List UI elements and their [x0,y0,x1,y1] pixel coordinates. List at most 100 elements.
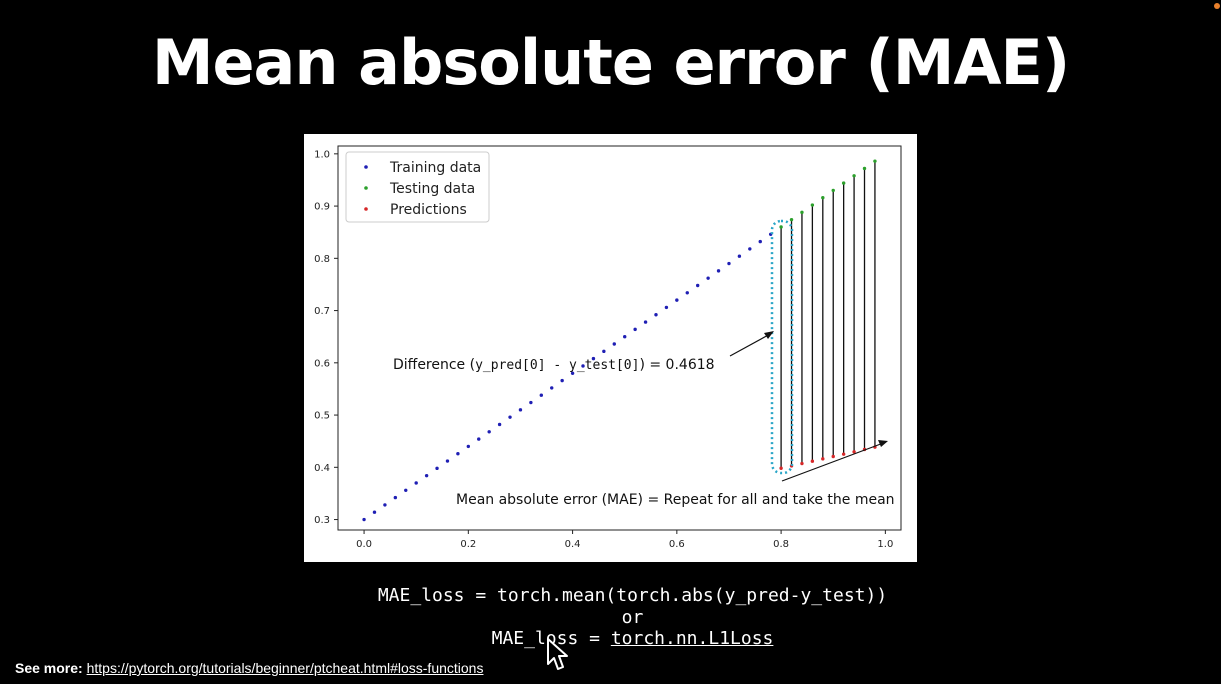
first-test-highlight [770,219,794,475]
x-tick-label: 0.4 [565,539,581,550]
code-mae-l1loss: MAE_loss = torch.nn.L1Loss [22,628,1221,649]
difference-annotation: Difference (y_pred[0] - y_test[0]) = 0.4… [393,357,715,373]
difference-annotation-prefix: Difference ( [393,357,475,373]
code-mae-manual: MAE_loss = torch.mean(torch.abs(y_pred-y… [377,585,888,606]
testing-data-point [852,174,856,178]
training-data-point [539,393,544,397]
legend: Training data Testing data Predictions [345,151,490,223]
testing-data-point [862,166,867,171]
predictions-point [821,457,825,461]
chart-svg: 0.0 0.2 0.4 0.6 0.8 1.0 0.3 0.4 0.5 0.6 0.7 0.8 0.9… [314,145,902,550]
testing-data-point [779,225,783,229]
mae-arrow-head [878,440,888,447]
y-tick-label: 0.5 [314,411,330,422]
training-data-point [497,422,502,427]
training-data-point [393,495,398,500]
training-data-point [456,452,460,456]
predictions-point [779,466,783,470]
training-data-point [466,444,471,449]
legend-marker-predictions [364,207,368,211]
difference-annotation-code: y_pred[0] - y_test[0] [475,358,639,373]
footer-link[interactable]: https://pytorch.org/tutorials/beginner/p… [86,660,484,676]
training-data-point [362,517,366,522]
training-data-point [508,415,512,419]
training-data-point [383,503,387,507]
data-points [362,159,877,522]
training-data-point [695,283,700,288]
y-tick-label: 0.4 [314,463,330,474]
testing-data-point [821,196,825,200]
training-data-point [529,400,533,405]
legend-label-predictions: Predictions [390,202,467,218]
training-data-point [435,466,439,471]
training-data-point [414,481,418,485]
y-tick-label: 0.6 [314,358,330,369]
training-data-point [675,298,679,302]
mae-chart: 0.0 0.2 0.4 0.6 0.8 1.0 0.3 0.4 0.5 0.6 0.7 0.8 0.9… [304,134,917,562]
x-tick-label: 0.2 [460,539,476,550]
training-data-point [560,378,564,383]
testing-data-point [831,188,835,193]
x-tick-label: 1.0 [877,539,893,550]
training-data-point [623,334,627,339]
legend-box [345,151,490,223]
training-data-point [570,371,575,375]
mae-annotation: Mean absolute error (MAE) = Repeat for a… [456,492,895,508]
training-data-point [748,247,752,251]
training-data-point [685,291,689,295]
code-or: or [621,607,644,628]
training-data-point [612,342,616,346]
training-data-point [591,356,596,361]
footer-see-more: See more: https://pytorch.org/tutorials/… [15,660,483,676]
training-data-point [404,488,408,492]
legend-marker-training [364,165,368,169]
y-tick-label: 0.9 [314,202,330,213]
training-data-point [654,313,658,317]
difference-arrow [729,332,773,357]
y-tick-label: 0.7 [314,306,330,317]
slide-title: Mean absolute error (MAE) [151,26,1070,99]
x-tick-label: 0.0 [356,539,372,550]
training-data-point [602,349,606,354]
training-data-point [477,437,481,441]
training-data-point [581,364,585,368]
footer-label: See more: [15,660,83,676]
x-axis-ticks: 0.0 0.2 0.4 0.6 0.8 1.0 [356,530,893,550]
training-data-point [487,430,491,434]
code-l1loss-prefix: MAE_loss = [491,628,611,649]
training-data-point [664,305,669,310]
training-data-point [737,254,742,258]
predictions-point [852,450,856,454]
training-data-point [727,261,731,266]
y-tick-label: 1.0 [314,149,330,160]
difference-arrow-head [764,331,774,339]
difference-annotation-suffix: ) = 0.4618 [639,357,714,373]
testing-data-point [841,181,846,185]
predictions-point [841,452,846,456]
y-tick-label: 0.8 [314,254,330,265]
training-data-point [550,386,554,390]
testing-data-point [873,159,877,163]
testing-data-point [789,217,794,222]
legend-label-training: Training data [389,160,481,176]
legend-label-testing: Testing data [389,181,475,197]
y-axis-ticks: 0.3 0.4 0.5 0.6 0.7 0.8 0.9 1.0 [314,149,338,526]
l1loss-link[interactable]: torch.nn.L1Loss [610,628,774,649]
training-data-point [445,459,450,463]
training-data-point [643,320,648,324]
predictions-point [810,459,815,463]
testing-data-point [800,210,804,215]
training-data-point [758,239,762,244]
training-data-point [633,327,637,332]
predictions-point [800,461,804,466]
training-data-point [372,510,377,514]
training-data-point [424,473,429,478]
training-data-point [716,269,721,273]
recording-indicator [1214,3,1220,9]
mouse-pointer-icon [547,638,568,670]
training-data-point [706,276,710,280]
predictions-point [831,454,835,459]
training-data-point [518,408,523,412]
testing-data-point [810,203,815,207]
x-tick-label: 0.6 [669,539,685,550]
